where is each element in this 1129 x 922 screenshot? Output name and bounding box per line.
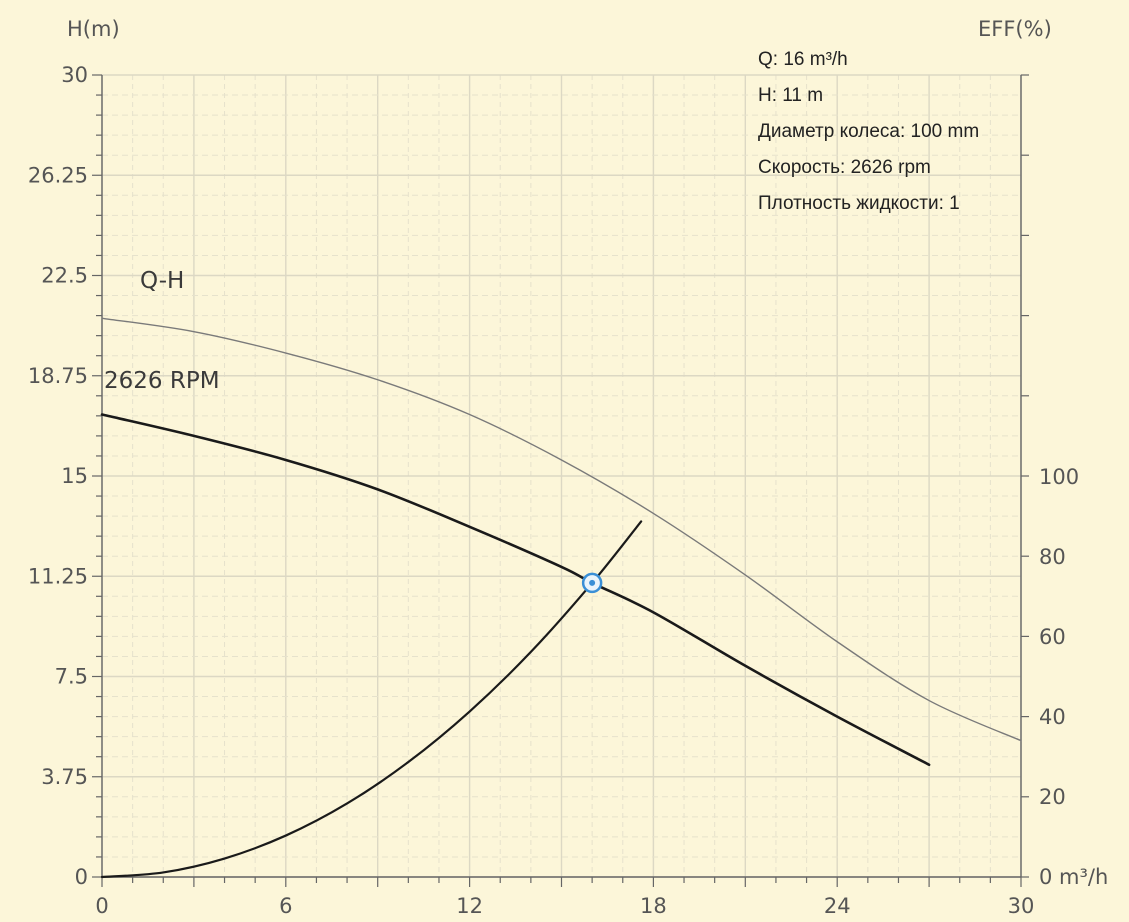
y-tick-label: 11.25: [28, 564, 88, 588]
eff-tick-label: 0: [1039, 865, 1052, 889]
info-flow: Q: 16 m³/h: [758, 49, 848, 70]
y-tick-label: 30: [61, 63, 88, 87]
info-speed: Скорость: 2626 rpm: [758, 157, 931, 178]
y-tick-label: 18.75: [28, 364, 88, 388]
x-tick-label: 0: [95, 894, 108, 918]
eff-tick-label: 20: [1039, 785, 1066, 809]
qh-curve-label: Q-H: [140, 268, 184, 294]
y-tick-label: 3.75: [41, 765, 88, 789]
rpm-curve-label: 2626 RPM: [104, 368, 220, 394]
x-tick-label: 6: [279, 894, 292, 918]
series-layer: [100, 317, 1022, 879]
y-tick-label: 26.25: [28, 163, 88, 187]
qh-max-curve: [101, 317, 1022, 742]
y-tick-label: 22.5: [41, 264, 88, 288]
x-tick-label: 12: [456, 894, 483, 918]
eff-axis-title: EFF(%): [978, 17, 1052, 41]
labels-layer: H(m) EFF(%) m³/h Q-H 2626 RPM Q: 16 m³/h…: [67, 17, 1108, 889]
y-tick-label: 15: [61, 464, 88, 488]
info-head: H: 11 m: [758, 85, 823, 106]
y-tick-label: 0: [75, 865, 88, 889]
y-tick-label: 7.5: [55, 665, 88, 689]
qh-2626rpm-curve: [100, 413, 931, 767]
info-fluid-density: Плотность жидкости: 1: [758, 193, 960, 214]
eff-tick-label: 100: [1039, 465, 1079, 489]
eff-tick-label: 40: [1039, 705, 1066, 729]
x-tick-label: 24: [824, 894, 851, 918]
eff-tick-label: 60: [1039, 625, 1066, 649]
eff-tick-label: 80: [1039, 545, 1066, 569]
info-impeller-diameter: Диаметр колеса: 100 mm: [758, 121, 979, 142]
y-axis-title: H(m): [67, 17, 120, 41]
x-tick-label: 30: [1008, 894, 1035, 918]
x-tick-label: 18: [640, 894, 667, 918]
operating-point-center: [589, 579, 596, 586]
x-unit-label: m³/h: [1059, 865, 1108, 889]
system-curve: [100, 520, 643, 879]
grid-layer: [101, 74, 1022, 878]
